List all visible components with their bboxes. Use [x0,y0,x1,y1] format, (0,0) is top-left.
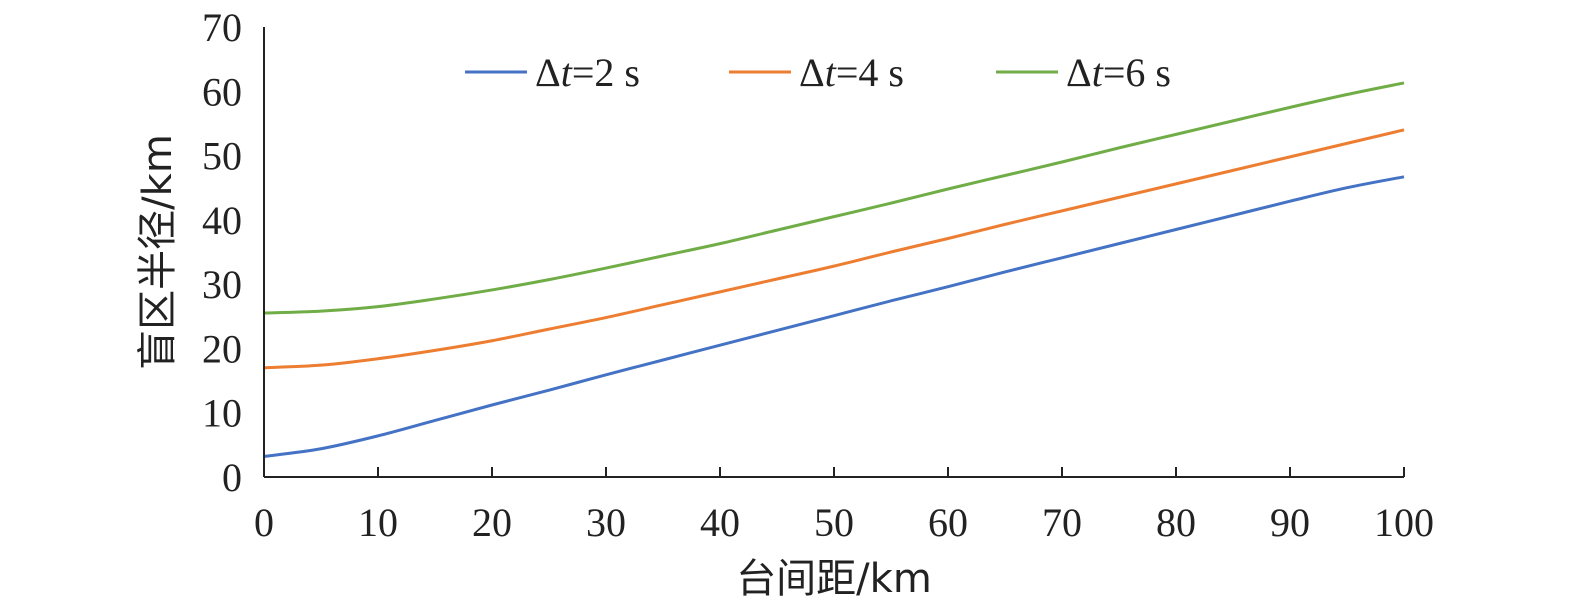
x-tick-label: 20 [472,500,512,545]
y-tick-label: 50 [202,134,242,179]
x-tick-label: 70 [1042,500,1082,545]
x-tick-label: 50 [814,500,854,545]
x-tick-label: 60 [928,500,968,545]
series-line-2 [263,128,1405,370]
series-line-3 [263,81,1405,315]
legend-label-2: Δt=4 s [799,50,904,95]
series-line-1 [263,175,1405,458]
x-tick-label: 40 [700,500,740,545]
y-tick-label: 0 [222,455,242,500]
y-tick-label: 40 [202,198,242,243]
y-tick-label: 10 [202,391,242,436]
y-tick-label: 60 [202,69,242,114]
series-layer [263,81,1405,458]
y-axis-ticks: 0 10 20 30 40 50 60 70 [202,5,242,500]
legend-label-3: Δt=6 s [1066,50,1171,95]
x-tick-label: 10 [358,500,398,545]
x-tick-label: 30 [586,500,626,545]
x-tick-label: 80 [1156,500,1196,545]
x-axis-ticks: 0 10 20 30 40 50 60 70 80 90 100 [254,467,1434,545]
x-axis-title: 台间距/km [736,556,932,602]
y-tick-label: 70 [202,5,242,50]
y-axis-title: 盲区半径/km [135,134,181,370]
x-tick-label: 0 [254,500,274,545]
x-tick-label: 90 [1270,500,1310,545]
y-tick-label: 30 [202,262,242,307]
legend: Δt=2 s Δt=4 s Δt=6 s [465,50,1171,95]
x-tick-label: 100 [1374,500,1434,545]
legend-label-1: Δt=2 s [535,50,640,95]
y-tick-label: 20 [202,326,242,371]
